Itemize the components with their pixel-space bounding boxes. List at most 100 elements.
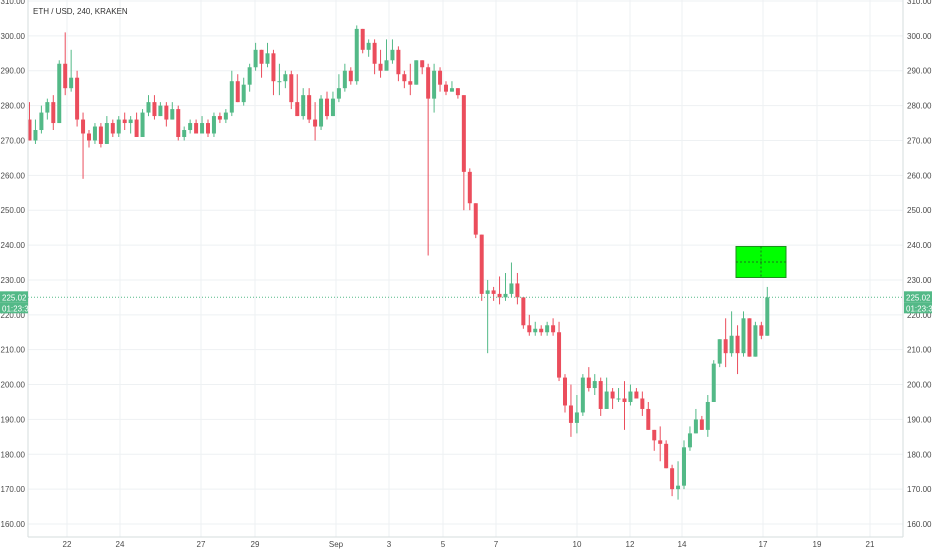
candle-down: [527, 314, 532, 336]
countdown-badge-left: 01:23:35: [0, 302, 34, 314]
candle-down: [164, 102, 169, 127]
candle-body: [414, 60, 419, 85]
candle-body: [33, 130, 38, 141]
candle-body: [360, 28, 365, 50]
candle-body: [396, 49, 401, 75]
candle-up: [545, 321, 550, 336]
y-axis-ticks[interactable]: 160.00 160.00 170.00 170.00 180.00 180.00 190.…: [1, 0, 932, 529]
candle-up: [485, 279, 490, 354]
rectangle-drawing[interactable]: [735, 245, 787, 279]
candle-down: [235, 74, 240, 103]
candle-up: [253, 42, 258, 71]
candle-down: [586, 367, 591, 392]
x-tick-label: 21: [866, 540, 875, 549]
x-tick-label: 10: [573, 540, 582, 549]
candle-up: [128, 116, 133, 134]
candle-body: [449, 88, 454, 92]
y-tick-label-left: 280.00: [1, 102, 26, 111]
candle-up: [69, 49, 74, 92]
candle-body: [354, 28, 359, 82]
candle-body: [342, 70, 347, 89]
candle-down: [699, 415, 704, 430]
candle-down: [646, 401, 651, 430]
candle-down: [396, 46, 401, 82]
candle-body: [63, 63, 68, 89]
candle-body: [455, 88, 460, 96]
candle-down: [723, 318, 728, 368]
candle-up: [247, 63, 252, 92]
y-tick-label-left: 160.00: [1, 520, 26, 529]
candle-down: [81, 112, 86, 179]
y-tick-label-right: 170.00: [907, 485, 932, 494]
candle-up: [116, 116, 121, 137]
candle-body: [658, 440, 663, 444]
candle-body: [116, 119, 121, 134]
candle-up: [354, 25, 359, 85]
candle-up: [158, 102, 163, 117]
candle-body: [664, 443, 669, 469]
candle-body: [104, 123, 109, 144]
x-axis-ticks[interactable]: 22 24 27 29 Sep 3 5 7 10 12 14 17 19 21: [63, 540, 875, 549]
candle-body: [223, 112, 228, 120]
candle-down: [735, 325, 740, 375]
candle-down: [491, 286, 496, 301]
candle-body: [128, 119, 133, 124]
y-tick-label-right: 220.00: [907, 311, 932, 320]
candle-body: [729, 335, 734, 354]
y-tick-label-right: 250.00: [907, 206, 932, 215]
candle-down: [420, 60, 425, 75]
countdown-badge-left-bg: [0, 302, 28, 314]
candle-up: [200, 116, 205, 134]
candle-body: [98, 126, 103, 144]
candle-up: [283, 70, 288, 89]
candle-up: [182, 126, 187, 141]
candle-up: [765, 286, 770, 336]
y-tick-label-left: 260.00: [1, 171, 26, 180]
candle-down: [152, 95, 157, 120]
candle-body: [622, 398, 627, 402]
candle-body: [372, 42, 377, 64]
candle-up: [604, 377, 609, 409]
candle-up: [330, 91, 335, 117]
candle-down: [551, 318, 556, 336]
candle-body: [616, 398, 621, 400]
candle-down: [759, 321, 764, 340]
candle-down: [557, 321, 562, 382]
candle-body: [747, 318, 752, 357]
candle-up: [705, 395, 710, 437]
candle-up: [211, 112, 216, 137]
candle-down: [467, 168, 472, 211]
candle-up: [414, 60, 419, 85]
candle-down: [87, 130, 91, 148]
candle-body: [652, 429, 657, 441]
candle-down: [610, 388, 615, 409]
candle-body: [693, 419, 698, 434]
candle-body: [491, 290, 496, 294]
candle-down: [634, 388, 639, 399]
y-tick-label-left: 250.00: [1, 206, 26, 215]
x-tick-label: 14: [678, 540, 687, 549]
candle-body: [676, 485, 681, 490]
candle-body: [765, 297, 770, 336]
candle-down: [670, 464, 675, 497]
candle-body: [473, 203, 478, 235]
y-tick-label-left: 170.00: [1, 485, 26, 494]
candle-body: [420, 60, 425, 68]
candle-down: [426, 63, 431, 256]
candle-body: [247, 67, 252, 85]
candle-body: [313, 119, 318, 127]
last-price-badge-left-text: 225.02: [2, 293, 27, 302]
candle-up: [301, 88, 306, 120]
candle-body: [723, 339, 728, 354]
candle-body: [699, 419, 704, 430]
candle-up: [188, 119, 193, 134]
candle-body: [110, 123, 115, 134]
candle-body: [265, 53, 270, 64]
candle-body: [194, 123, 199, 134]
candle-down: [313, 102, 318, 141]
candle-body: [45, 102, 50, 113]
candle-up: [277, 63, 282, 96]
candle-up: [140, 109, 145, 137]
candle-body: [592, 381, 597, 389]
